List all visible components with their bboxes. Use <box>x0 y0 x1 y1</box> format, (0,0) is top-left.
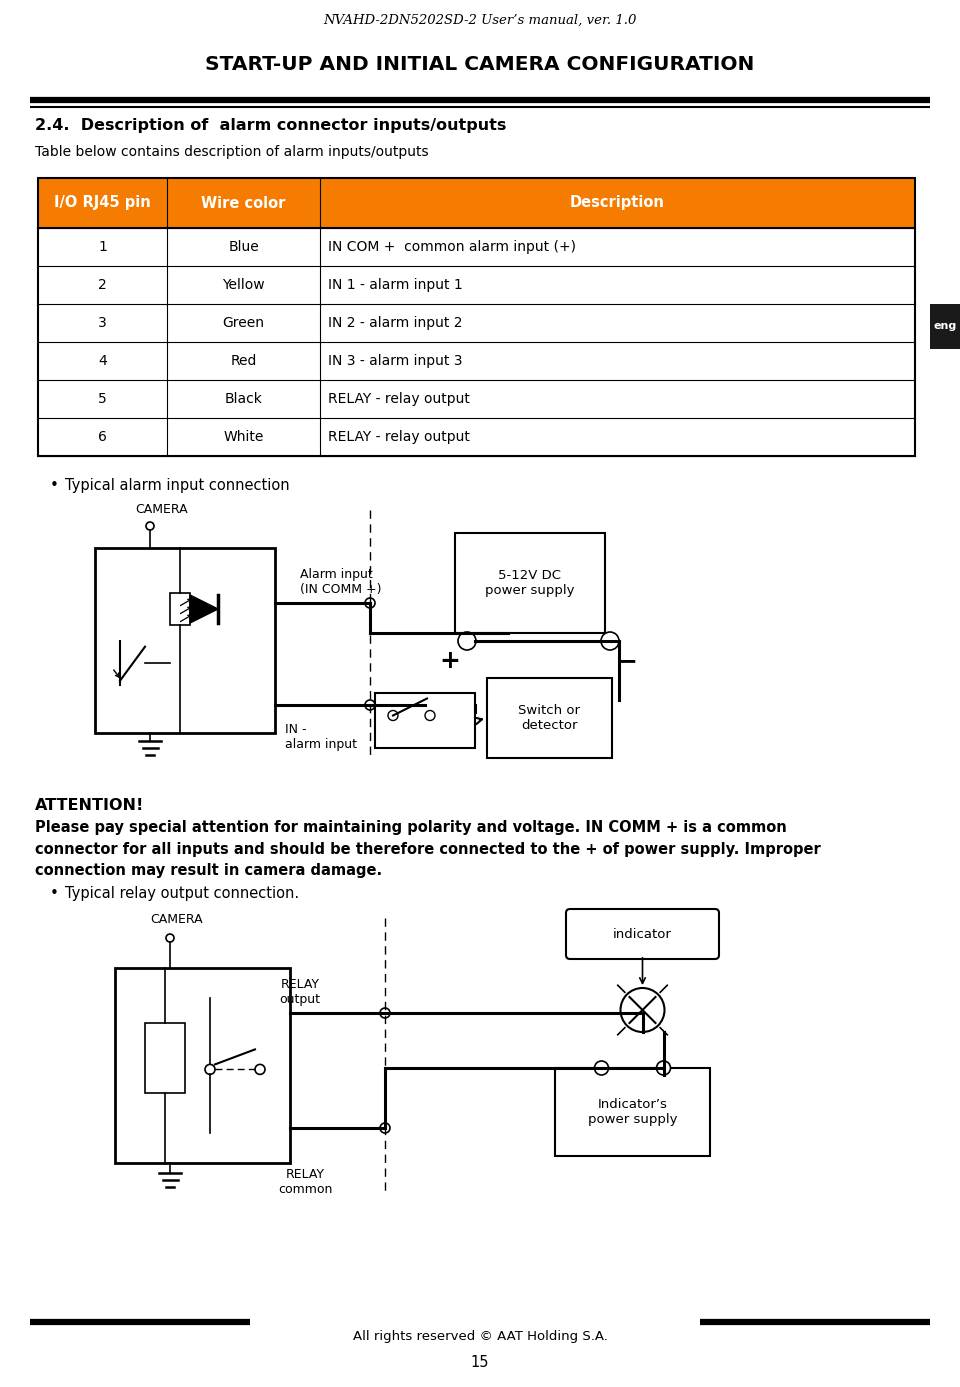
Circle shape <box>458 632 476 651</box>
Text: RELAY - relay output: RELAY - relay output <box>328 393 469 406</box>
Text: Black: Black <box>225 393 262 406</box>
Text: RELAY - relay output: RELAY - relay output <box>328 430 469 444</box>
Bar <box>95 548 275 732</box>
FancyBboxPatch shape <box>566 908 719 958</box>
Text: 2: 2 <box>98 277 107 293</box>
Bar <box>38 178 915 227</box>
Text: Please pay special attention for maintaining polarity and voltage. IN COMM + is : Please pay special attention for maintai… <box>35 820 821 878</box>
Text: Switch or
detector: Switch or detector <box>518 705 581 732</box>
Text: Alarm input
(IN COMM +): Alarm input (IN COMM +) <box>300 569 381 596</box>
Bar <box>455 533 605 632</box>
Circle shape <box>380 1123 390 1133</box>
Circle shape <box>255 1064 265 1075</box>
Text: 3: 3 <box>98 316 107 330</box>
Circle shape <box>425 710 435 720</box>
Text: Typical relay output connection.: Typical relay output connection. <box>65 886 300 902</box>
Text: Red: Red <box>230 354 256 368</box>
Text: IN 3 - alarm input 3: IN 3 - alarm input 3 <box>328 354 463 368</box>
Polygon shape <box>190 595 218 623</box>
Bar <box>375 694 475 748</box>
Circle shape <box>365 598 375 608</box>
Circle shape <box>365 700 375 710</box>
Text: Yellow: Yellow <box>222 277 265 293</box>
Text: 1: 1 <box>98 240 107 254</box>
Text: Green: Green <box>223 316 265 330</box>
Text: IN -
alarm input: IN - alarm input <box>285 723 357 750</box>
Text: NVAHD-2DN5202SD-2 User’s manual, ver. 1.0: NVAHD-2DN5202SD-2 User’s manual, ver. 1.… <box>324 14 636 26</box>
Text: CAMERA: CAMERA <box>150 913 203 927</box>
Text: I/O RJ45 pin: I/O RJ45 pin <box>54 196 151 211</box>
Bar <box>115 968 290 1164</box>
Text: All rights reserved © AAT Holding S.A.: All rights reserved © AAT Holding S.A. <box>352 1330 608 1343</box>
Text: IN COM +  common alarm input (+): IN COM + common alarm input (+) <box>328 240 576 254</box>
Text: Blue: Blue <box>228 240 259 254</box>
Text: •: • <box>50 886 59 902</box>
Circle shape <box>388 710 398 720</box>
Circle shape <box>657 1061 670 1075</box>
Text: RELAY
output: RELAY output <box>279 978 321 1006</box>
Bar <box>38 178 915 456</box>
Circle shape <box>380 1008 390 1018</box>
Text: ATTENTION!: ATTENTION! <box>35 798 144 813</box>
Text: Table below contains description of alarm inputs/outputs: Table below contains description of alar… <box>35 146 428 160</box>
Text: RELAY
common: RELAY common <box>277 1168 332 1196</box>
Text: 2.4.  Description of  alarm connector inputs/outputs: 2.4. Description of alarm connector inpu… <box>35 118 506 133</box>
Circle shape <box>166 933 174 942</box>
Bar <box>170 594 190 626</box>
Text: 6: 6 <box>98 430 107 444</box>
Text: •: • <box>50 479 59 492</box>
Text: White: White <box>224 430 264 444</box>
Bar <box>555 1068 710 1155</box>
Text: IN 2 - alarm input 2: IN 2 - alarm input 2 <box>328 316 463 330</box>
Text: 5-12V DC
power supply: 5-12V DC power supply <box>485 569 575 596</box>
Text: Wire color: Wire color <box>202 196 286 211</box>
Text: 5: 5 <box>98 393 107 406</box>
Text: 4: 4 <box>98 354 107 368</box>
Text: +: + <box>440 649 461 673</box>
Text: Typical alarm input connection: Typical alarm input connection <box>65 479 290 492</box>
Circle shape <box>594 1061 609 1075</box>
Text: −: − <box>616 649 637 673</box>
Text: START-UP AND INITIAL CAMERA CONFIGURATION: START-UP AND INITIAL CAMERA CONFIGURATIO… <box>205 55 755 74</box>
Text: CAMERA: CAMERA <box>135 503 187 516</box>
Text: indicator: indicator <box>613 928 672 940</box>
Text: 15: 15 <box>470 1355 490 1370</box>
Text: IN 1 - alarm input 1: IN 1 - alarm input 1 <box>328 277 463 293</box>
Bar <box>145 1024 185 1093</box>
Text: eng: eng <box>933 320 956 331</box>
Bar <box>930 304 960 350</box>
Circle shape <box>601 632 619 651</box>
Bar <box>487 678 612 759</box>
Text: Indicator’s
power supply: Indicator’s power supply <box>588 1099 677 1126</box>
Circle shape <box>146 522 154 530</box>
Text: Description: Description <box>570 196 665 211</box>
Circle shape <box>620 988 664 1032</box>
Circle shape <box>205 1064 215 1075</box>
